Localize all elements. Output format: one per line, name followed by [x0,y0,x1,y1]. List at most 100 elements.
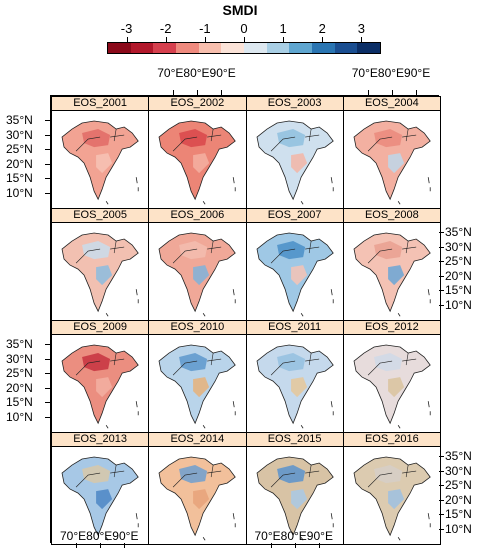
map-panel: EOS_2011 [245,320,344,433]
axis-tick [439,275,444,277]
latitude-label: 20°N [6,156,33,171]
central-region [387,489,404,510]
axis-tick [45,178,50,179]
north-region [373,353,402,372]
border-lines [367,352,416,376]
axis-tick [439,514,444,515]
south-asia-map [353,232,431,317]
latitude-label: 35°N [6,113,33,127]
axis-tick [45,163,50,165]
border-lines [75,240,125,264]
axis-tick [173,90,175,95]
colorbar-tick-mark [244,37,245,42]
latitude-label: 20°N [445,268,472,283]
map-panel: EOS_2012 [342,320,441,433]
colorbar-tick-label: 1 [279,21,287,36]
central-region [290,153,307,174]
border-lines [173,352,222,376]
map-panel: EOS_2008 [342,208,441,321]
axis-tick [124,543,125,548]
axis-tick [367,90,369,95]
panel-strip-label: EOS_2002 [149,97,246,111]
central-region [193,153,210,174]
latitude-label: 30°N [6,127,33,142]
south-asia-map [61,344,139,429]
south-asia-map [158,232,237,317]
axis-tick [439,485,444,486]
central-region [290,377,307,398]
map-panel: EOS_2010 [148,320,247,433]
colorbar-tick-mark [322,37,324,42]
axis-tick [415,90,417,95]
colorbar-swatch [244,43,267,53]
north-region [179,129,208,148]
border-lines [270,128,319,152]
north-region [82,353,111,372]
axis-tick [318,543,320,548]
border-lines [173,240,222,264]
map-panel: EOS_2005 [51,208,150,321]
panel-strip-label: EOS_2007 [246,209,343,223]
colorbar-swatch [357,43,381,53]
islands [203,177,236,205]
south-asia-map [256,232,334,317]
colorbar-tick-mark [283,37,285,42]
colorbar-tick-label: 3 [357,21,366,36]
south-asia-map [158,344,237,429]
south-asia-map [256,344,334,429]
islands [203,289,236,317]
colorbar-tick-label: 2 [318,21,326,36]
latitude-label: 15°N [6,395,33,409]
panel-grid: EOS_2001 EOS_2002 EOS_2003 EOS_2004 EOS_2005… [50,95,441,545]
axis-tick [439,232,444,233]
central-region [387,265,404,286]
border-lines [173,128,222,152]
border-lines [270,240,319,264]
islands [300,289,334,317]
axis-tick [294,543,296,548]
axis-tick [439,246,444,248]
north-region [373,241,402,260]
south-asia-map [256,456,334,541]
south-asia-map [353,344,431,429]
axis-tick [45,416,50,418]
south-asia-map [61,120,139,205]
border-lines [75,464,125,488]
central-region [387,153,404,174]
north-region [179,241,208,260]
south-asia-map [61,456,139,541]
axis-tick [45,149,50,150]
map-panel: EOS_2006 [148,208,247,321]
central-region [193,265,210,286]
south-asia-map [256,120,334,205]
panel-strip-label: EOS_2012 [343,321,440,335]
panel-strip-label: EOS_2014 [149,433,246,447]
south-asia-map [353,120,431,205]
longitude-label: 70°E80°E90°E [60,529,139,543]
colorbar-tick-label: 0 [240,21,248,36]
colorbar-swatch [312,43,335,53]
latitude-label: 30°N [445,463,472,478]
axis-tick [391,90,393,95]
panel-strip-label: EOS_2013 [52,433,149,447]
islands [203,513,236,541]
latitude-label: 10°N [6,409,33,424]
south-asia-map [353,456,431,541]
colorbar-swatch [108,43,131,53]
colorbar-swatch [153,43,177,53]
panel-strip-label: EOS_2005 [52,209,149,223]
panel-strip-label: EOS_2008 [343,209,440,223]
border-lines [270,464,319,488]
axis-tick [439,304,444,306]
border-lines [367,240,416,264]
axis-tick [76,543,77,548]
colorbar-swatch [176,43,199,53]
axis-tick [45,358,50,360]
islands [300,401,334,429]
axis-tick [439,456,444,457]
central-region [96,153,113,174]
north-region [179,353,208,372]
central-region [193,377,210,398]
latitude-label: 15°N [445,283,472,297]
north-region [82,465,111,484]
